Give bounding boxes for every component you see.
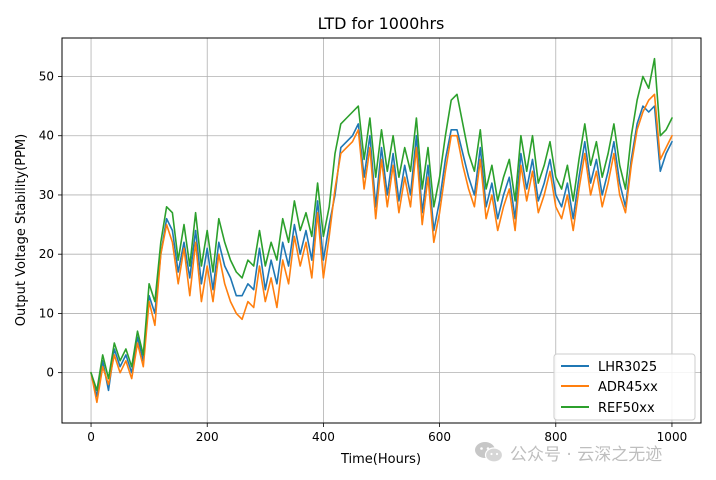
x-axis-ticks: 0 200 400 600 800 1000 — [87, 423, 687, 444]
legend-label: LHR3025 — [598, 360, 657, 375]
x-tick-label: 600 — [428, 430, 451, 444]
y-tick-label: 50 — [39, 70, 54, 84]
series-lines — [90, 57, 673, 404]
series-line-ref50xx — [90, 57, 673, 392]
legend: LHR3025 ADR45xx REF50xx — [553, 353, 696, 421]
legend-label: REF50xx — [598, 401, 655, 416]
watermark: 公众号 · 云深之无迹 — [474, 440, 663, 465]
series-line-adr45xx — [90, 93, 673, 404]
y-axis-ticks: 0 10 20 30 40 50 — [39, 70, 62, 380]
watermark-text: 公众号 · 云深之无迹 — [510, 444, 663, 465]
x-tick-label: 400 — [312, 430, 335, 444]
x-tick-label: 1000 — [657, 430, 688, 444]
y-axis-label: Output Voltage Stability(PPM) — [14, 134, 29, 326]
y-tick-label: 40 — [39, 129, 54, 143]
series-line-lhr3025 — [90, 105, 673, 398]
y-tick-label: 0 — [46, 366, 54, 380]
wechat-icon — [475, 442, 504, 463]
x-tick-label: 0 — [87, 430, 95, 444]
plot-frame — [61, 37, 702, 424]
legend-box — [553, 353, 696, 421]
x-axis-label: Time(Hours) — [340, 452, 421, 467]
y-tick-label: 20 — [39, 247, 54, 261]
x-tick-label: 800 — [544, 430, 567, 444]
legend-label: ADR45xx — [598, 380, 658, 395]
y-tick-label: 10 — [39, 306, 54, 320]
y-tick-label: 30 — [39, 188, 54, 202]
chart-title: LTD for 1000hrs — [318, 14, 445, 33]
x-tick-label: 200 — [196, 430, 219, 444]
